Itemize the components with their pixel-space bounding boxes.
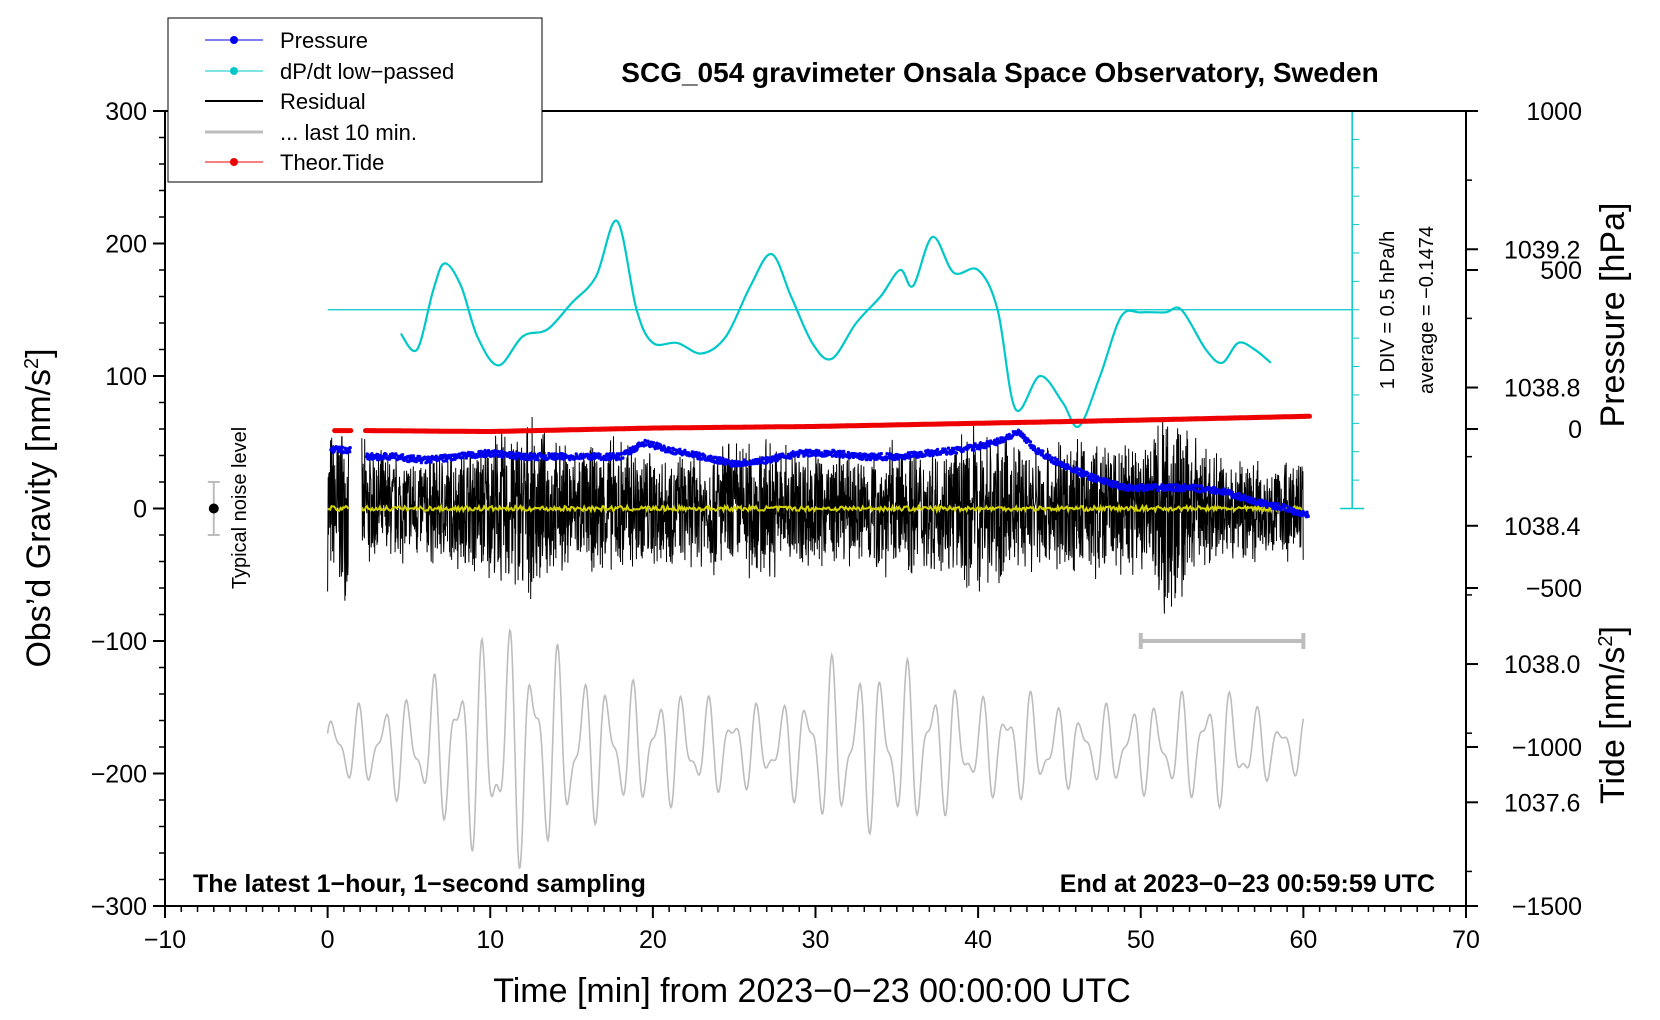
last-10-min-trace [326,627,1305,870]
noise-level-label: Typical noise level [229,427,251,589]
axes: −10 0 10 20 30 40 50 60 70−300−200−1000100200300… [91,98,1582,954]
residual-smoothed-segment-1 [327,504,350,512]
svg-text:Theor.Tide: Theor.Tide [280,150,384,175]
pressure-trace [329,428,1310,519]
y-tick-label: 100 [105,363,147,391]
x-tick-label: 10 [476,926,504,954]
tide-tick-label: −1500 [1512,893,1582,921]
residual-trace-segment-1 [327,436,350,601]
legend-entry-pressure: Pressure [205,28,368,53]
y-axis-label-pressure: Pressure [hPa] [1594,203,1632,428]
x-tick-label: 50 [1127,926,1155,954]
x-tick-label: −10 [144,926,186,954]
legend-entry-residual: Residual [205,89,366,114]
y-tick-label: −100 [91,628,147,656]
chart-title: SCG_054 gravimeter Onsala Space Observat… [621,57,1378,88]
residual-smoothed-segment-2 [360,502,1304,515]
y-tick-label: −300 [91,893,147,921]
legend: Pressure dP/dt low−passed Residual ... l… [167,17,543,183]
svg-text:dP/dt low−passed: dP/dt low−passed [280,59,454,84]
x-tick-label: 0 [321,926,335,954]
annotation-latest-hour: The latest 1−hour, 1−second sampling [193,870,646,898]
x-tick-label: 20 [639,926,667,954]
y-axis-label-tide: Tide [nm/s2] [1594,626,1632,804]
pressure-tick-label: 1038.8 [1504,375,1580,403]
x-tick-label: 30 [802,926,830,954]
plot-area [207,110,1365,870]
annotation-end-time: End at 2023−0−23 00:59:59 UTC [1060,870,1435,898]
dpdt-average-label: average = −0.1474 [1416,226,1438,394]
legend-entry-dpdt: dP/dt low−passed [205,59,454,84]
y-tick-label: −200 [91,761,147,789]
y-tick-label: 200 [105,231,147,259]
dpdt-div-label: 1 DIV = 0.5 hPa/h [1377,231,1399,389]
noise-bar-dot [208,503,219,514]
y-axis-label-gravity: Obs’d Gravity [nm/s2] [20,348,58,667]
tide-tick-label: 0 [1568,416,1582,444]
tide-tick-label: 1000 [1526,98,1582,126]
x-axis-label: Time [min] from 2023−0−23 00:00:00 UTC [493,972,1131,1010]
pressure-tick-label: 1038.0 [1504,651,1580,679]
legend-entry-tide: Theor.Tide [205,150,384,175]
x-tick-label: 70 [1452,926,1480,954]
svg-text:Residual: Residual [280,89,366,114]
y-tick-label: 0 [133,496,147,524]
svg-text:... last 10 min.: ... last 10 min. [280,120,417,145]
tide-tick-label: 500 [1540,257,1582,285]
legend-entry-last10: ... last 10 min. [205,120,417,145]
residual-trace-segment-2 [361,416,1304,614]
y-tick-label: 300 [105,98,147,126]
x-tick-label: 60 [1289,926,1317,954]
tide-tick-label: −500 [1526,575,1582,603]
dpdt-curve [399,219,1272,429]
tide-tick-label: −1000 [1512,734,1582,762]
pressure-tick-label: 1037.6 [1504,789,1580,817]
pressure-tick-label: 1039.2 [1504,236,1580,264]
theoretical-tide-trace [332,413,1312,434]
x-tick-label: 40 [964,926,992,954]
svg-text:Pressure: Pressure [280,28,368,53]
pressure-tick-label: 1038.4 [1504,513,1581,541]
